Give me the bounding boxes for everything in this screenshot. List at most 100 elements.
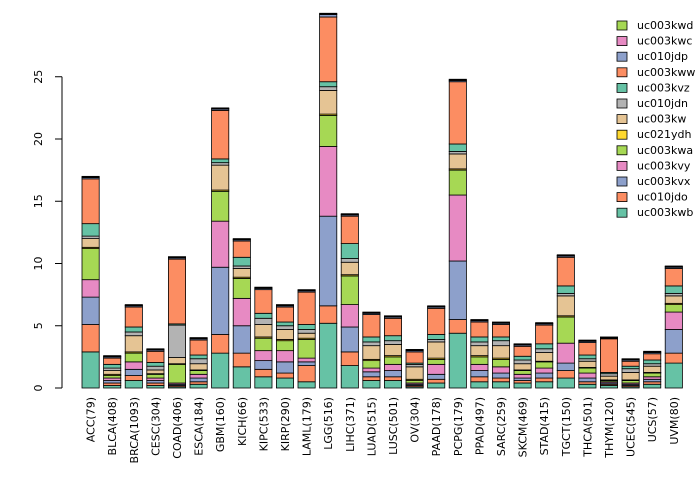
bar-segment-uc003kwd <box>449 79 466 80</box>
bar-segment-uc003kww <box>276 307 293 322</box>
legend-swatch <box>617 52 627 61</box>
bar-segment-uc003kwb <box>255 377 272 388</box>
bar-segment-uc003kw <box>557 296 574 316</box>
bar-segment-uc003kwd <box>644 351 661 352</box>
bar-segment-uc010jdn <box>168 325 185 357</box>
bar-segment-uc003kw <box>190 364 207 370</box>
bar-segment-uc003kvx <box>665 329 682 353</box>
bar-segment-uc003kvz <box>233 257 250 266</box>
bar-segment-uc003kw <box>622 372 639 379</box>
y-axis: 0 5 10 15 20 25 <box>32 70 62 392</box>
bar-segment-uc003kww <box>233 241 250 257</box>
bar-segment-uc003kvy <box>212 221 229 267</box>
y-tick-label: 5 <box>32 322 45 329</box>
bar-segment-uc003kww <box>622 361 639 366</box>
legend-swatch <box>617 83 627 92</box>
bar-segment-uc003kww <box>579 343 596 355</box>
legend-label: uc003kwd <box>637 19 693 32</box>
bar-segment-uc003kww <box>449 82 466 144</box>
bar-segment-uc003kww <box>514 346 531 356</box>
bar-segment-uc003kwa <box>320 115 337 146</box>
bar-segment-uc003kvz <box>384 336 401 341</box>
x-tick-label: UVM(80) <box>668 397 681 445</box>
bar-segment-uc003kww <box>644 354 661 360</box>
bar-segment-uc003kwd <box>320 13 337 14</box>
bar-segment-uc003kw <box>82 239 99 248</box>
bar-segment-uc003kwa <box>168 364 185 383</box>
legend-swatch <box>617 37 627 46</box>
bar-segment-uc003kvy <box>514 374 531 378</box>
legend-swatch <box>617 130 627 139</box>
legend-swatch <box>617 99 627 108</box>
bar-segment-uc003kwb <box>298 382 315 388</box>
bar-segment-uc003kvy <box>557 343 574 363</box>
bar-segment-uc003kww <box>212 110 229 159</box>
bar-segment-uc003kwb <box>384 381 401 388</box>
legend-label: uc003kw <box>637 113 686 126</box>
bar-segment-uc003kwa <box>233 278 250 298</box>
bar-segment-uc003kvz <box>276 322 293 326</box>
bar-segment-uc003kw <box>428 342 445 358</box>
bar-segment-uc010jdn <box>536 349 553 353</box>
y-tick-label: 10 <box>32 257 45 271</box>
bar-segment-uc003kvx <box>579 378 596 382</box>
bar-segment-uc003kvx <box>341 327 358 352</box>
bar-segment-uc003kwb <box>492 382 509 388</box>
bar-segment-uc003kvx <box>82 297 99 324</box>
bar-segment-uc003kvz <box>492 337 509 341</box>
bar-segment-uc003kvy <box>449 195 466 261</box>
bar-segment-uc003kwb <box>579 384 596 388</box>
bar-segment-uc003kvy <box>579 373 596 378</box>
bar-segment-uc003kvy <box>341 305 358 327</box>
bar-segment-uc003kvx <box>255 361 272 370</box>
bar-segment-uc003kwa <box>665 305 682 312</box>
bar-segment-uc003kwa <box>579 368 596 373</box>
bar-segment-uc003kwb <box>557 378 574 388</box>
legend-label: uc003kvy <box>637 159 691 172</box>
bar-segment-uc003kwd <box>104 356 121 357</box>
y-tick-label: 15 <box>32 194 45 208</box>
bars-layer <box>82 13 682 388</box>
legend-label: uc003kvz <box>637 81 690 94</box>
x-tick-label: ACC(79) <box>85 397 98 442</box>
bar-segment-uc010jdn <box>363 342 380 346</box>
bar-segment-uc003kw <box>341 262 358 274</box>
legend-label: uc003kwc <box>637 35 692 48</box>
legend-swatch <box>617 208 627 217</box>
bar-segment-uc003kww <box>147 351 164 362</box>
legend-swatch <box>617 21 627 30</box>
x-tick-label: CESC(304) <box>149 397 162 456</box>
legend-label: uc021ydh <box>637 128 692 141</box>
x-tick-label: UCS(57) <box>646 397 659 442</box>
x-tick-label: UCEC(545) <box>625 397 638 457</box>
bar-segment-uc003kwb <box>320 323 337 388</box>
bar-segment-uc003kvx <box>557 363 574 370</box>
bar-segment-uc003kvy <box>536 368 553 373</box>
bar-segment-uc003kvx <box>125 369 142 375</box>
bar-segment-uc003kww <box>82 179 99 224</box>
bar-segment-uc003kwa <box>514 371 531 375</box>
bar-segment-uc003kwd <box>212 108 229 109</box>
bar-segment-uc010jdn <box>320 87 337 91</box>
bar-segment-uc003kwa <box>384 357 401 364</box>
bar-segment-uc010jdn <box>492 341 509 346</box>
bar-segment-uc003kww <box>536 325 553 344</box>
bar-segment-uc003kww <box>492 325 509 337</box>
bar-segment-uc003kvx <box>320 216 337 306</box>
x-tick-label: PAAD(178) <box>430 397 443 456</box>
bar-segment-uc010jdo <box>363 377 380 381</box>
bar-segment-uc003kvz <box>644 360 661 364</box>
bar-segment-uc003kwd <box>514 344 531 345</box>
x-tick-label: SARC(259) <box>495 397 508 456</box>
bar-segment-uc003kvz <box>514 356 531 360</box>
bar-segment-uc003kw <box>471 346 488 356</box>
x-tick-label: LAML(179) <box>301 397 314 456</box>
bar-segment-uc003kwa <box>449 170 466 195</box>
bar-segment-uc003kwd <box>298 290 315 291</box>
legend-swatch <box>617 193 627 202</box>
bar-segment-uc010jdo <box>492 378 509 382</box>
bar-segment-uc003kvz <box>212 159 229 163</box>
bar-segment-uc010jdn <box>384 341 401 345</box>
bar-segment-uc003kvz <box>363 337 380 342</box>
bar-segment-uc010jdo <box>82 325 99 352</box>
